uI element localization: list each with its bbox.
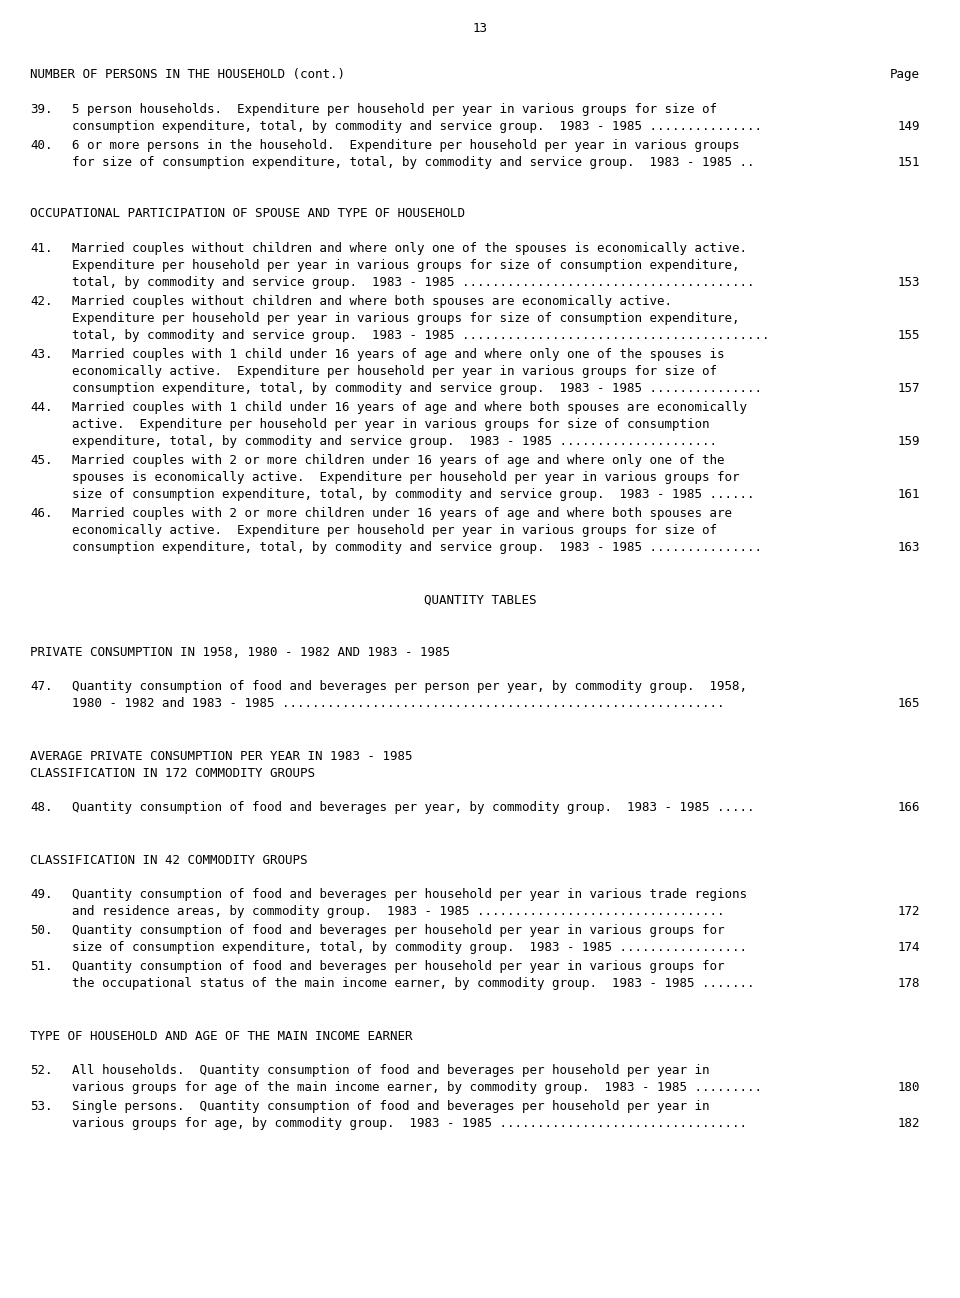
Text: 155: 155 [898, 328, 920, 341]
Text: and residence areas, by commodity group.  1983 - 1985 ..........................: and residence areas, by commodity group.… [72, 905, 725, 918]
Text: for size of consumption expenditure, total, by commodity and service group.  198: for size of consumption expenditure, tot… [72, 156, 755, 169]
Text: 1980 - 1982 and 1983 - 1985 ....................................................: 1980 - 1982 and 1983 - 1985 ............… [72, 697, 725, 710]
Text: TYPE OF HOUSEHOLD AND AGE OF THE MAIN INCOME EARNER: TYPE OF HOUSEHOLD AND AGE OF THE MAIN IN… [30, 1031, 413, 1044]
Text: active.  Expenditure per household per year in various groups for size of consum: active. Expenditure per household per ye… [72, 418, 709, 431]
Text: 166: 166 [898, 801, 920, 814]
Text: 43.: 43. [30, 348, 53, 361]
Text: PRIVATE CONSUMPTION IN 1958, 1980 - 1982 AND 1983 - 1985: PRIVATE CONSUMPTION IN 1958, 1980 - 1982… [30, 646, 450, 659]
Text: 53.: 53. [30, 1099, 53, 1112]
Text: Married couples with 2 or more children under 16 years of age and where only one: Married couples with 2 or more children … [72, 454, 725, 467]
Text: 157: 157 [898, 382, 920, 395]
Text: various groups for age, by commodity group.  1983 - 1985 .......................: various groups for age, by commodity gro… [72, 1118, 747, 1131]
Text: Quantity consumption of food and beverages per household per year in various tra: Quantity consumption of food and beverag… [72, 888, 747, 901]
Text: Quantity consumption of food and beverages per person per year, by commodity gro: Quantity consumption of food and beverag… [72, 680, 747, 693]
Text: consumption expenditure, total, by commodity and service group.  1983 - 1985 ...: consumption expenditure, total, by commo… [72, 119, 762, 132]
Text: 149: 149 [898, 119, 920, 132]
Text: various groups for age of the main income earner, by commodity group.  1983 - 19: various groups for age of the main incom… [72, 1081, 762, 1094]
Text: Page: Page [890, 67, 920, 80]
Text: 5 person households.  Expenditure per household per year in various groups for s: 5 person households. Expenditure per hou… [72, 103, 717, 116]
Text: Quantity consumption of food and beverages per household per year in various gro: Quantity consumption of food and beverag… [72, 924, 725, 937]
Text: consumption expenditure, total, by commodity and service group.  1983 - 1985 ...: consumption expenditure, total, by commo… [72, 541, 762, 554]
Text: economically active.  Expenditure per household per year in various groups for s: economically active. Expenditure per hou… [72, 524, 717, 537]
Text: expenditure, total, by commodity and service group.  1983 - 1985 ...............: expenditure, total, by commodity and ser… [72, 435, 717, 448]
Text: Expenditure per household per year in various groups for size of consumption exp: Expenditure per household per year in va… [72, 312, 739, 324]
Text: OCCUPATIONAL PARTICIPATION OF SPOUSE AND TYPE OF HOUSEHOLD: OCCUPATIONAL PARTICIPATION OF SPOUSE AND… [30, 206, 465, 219]
Text: 153: 153 [898, 276, 920, 289]
Text: 50.: 50. [30, 924, 53, 937]
Text: 159: 159 [898, 435, 920, 448]
Text: CLASSIFICATION IN 172 COMMODITY GROUPS: CLASSIFICATION IN 172 COMMODITY GROUPS [30, 767, 315, 780]
Text: All households.  Quantity consumption of food and beverages per household per ye: All households. Quantity consumption of … [72, 1064, 709, 1077]
Text: AVERAGE PRIVATE CONSUMPTION PER YEAR IN 1983 - 1985: AVERAGE PRIVATE CONSUMPTION PER YEAR IN … [30, 750, 413, 763]
Text: Married couples with 2 or more children under 16 years of age and where both spo: Married couples with 2 or more children … [72, 508, 732, 520]
Text: 151: 151 [898, 156, 920, 169]
Text: Quantity consumption of food and beverages per household per year in various gro: Quantity consumption of food and beverag… [72, 961, 725, 974]
Text: 182: 182 [898, 1118, 920, 1131]
Text: size of consumption expenditure, total, by commodity group.  1983 - 1985 .......: size of consumption expenditure, total, … [72, 941, 747, 954]
Text: 42.: 42. [30, 295, 53, 308]
Text: 163: 163 [898, 541, 920, 554]
Text: 13: 13 [472, 22, 488, 35]
Text: 180: 180 [898, 1081, 920, 1094]
Text: 45.: 45. [30, 454, 53, 467]
Text: Expenditure per household per year in various groups for size of consumption exp: Expenditure per household per year in va… [72, 260, 739, 273]
Text: 46.: 46. [30, 508, 53, 520]
Text: Married couples without children and where only one of the spouses is economical: Married couples without children and whe… [72, 241, 747, 254]
Text: the occupational status of the main income earner, by commodity group.  1983 - 1: the occupational status of the main inco… [72, 977, 755, 990]
Text: 178: 178 [898, 977, 920, 990]
Text: total, by commodity and service group.  1983 - 1985 ............................: total, by commodity and service group. 1… [72, 328, 770, 341]
Text: 161: 161 [898, 488, 920, 501]
Text: 39.: 39. [30, 103, 53, 116]
Text: 52.: 52. [30, 1064, 53, 1077]
Text: 44.: 44. [30, 401, 53, 414]
Text: Married couples with 1 child under 16 years of age and where only one of the spo: Married couples with 1 child under 16 ye… [72, 348, 725, 361]
Text: 41.: 41. [30, 241, 53, 254]
Text: 40.: 40. [30, 139, 53, 152]
Text: 172: 172 [898, 905, 920, 918]
Text: Single persons.  Quantity consumption of food and beverages per household per ye: Single persons. Quantity consumption of … [72, 1099, 709, 1112]
Text: 51.: 51. [30, 961, 53, 974]
Text: 174: 174 [898, 941, 920, 954]
Text: 6 or more persons in the household.  Expenditure per household per year in vario: 6 or more persons in the household. Expe… [72, 139, 739, 152]
Text: spouses is economically active.  Expenditure per household per year in various g: spouses is economically active. Expendit… [72, 471, 739, 484]
Text: 165: 165 [898, 697, 920, 710]
Text: Quantity consumption of food and beverages per year, by commodity group.  1983 -: Quantity consumption of food and beverag… [72, 801, 755, 814]
Text: consumption expenditure, total, by commodity and service group.  1983 - 1985 ...: consumption expenditure, total, by commo… [72, 382, 762, 395]
Text: NUMBER OF PERSONS IN THE HOUSEHOLD (cont.): NUMBER OF PERSONS IN THE HOUSEHOLD (cont… [30, 67, 345, 80]
Text: Married couples without children and where both spouses are economically active.: Married couples without children and whe… [72, 295, 672, 308]
Text: 48.: 48. [30, 801, 53, 814]
Text: Married couples with 1 child under 16 years of age and where both spouses are ec: Married couples with 1 child under 16 ye… [72, 401, 747, 414]
Text: 47.: 47. [30, 680, 53, 693]
Text: QUANTITY TABLES: QUANTITY TABLES [423, 594, 537, 607]
Text: CLASSIFICATION IN 42 COMMODITY GROUPS: CLASSIFICATION IN 42 COMMODITY GROUPS [30, 854, 307, 867]
Text: economically active.  Expenditure per household per year in various groups for s: economically active. Expenditure per hou… [72, 365, 717, 378]
Text: 49.: 49. [30, 888, 53, 901]
Text: total, by commodity and service group.  1983 - 1985 ............................: total, by commodity and service group. 1… [72, 276, 755, 289]
Text: size of consumption expenditure, total, by commodity and service group.  1983 - : size of consumption expenditure, total, … [72, 488, 755, 501]
